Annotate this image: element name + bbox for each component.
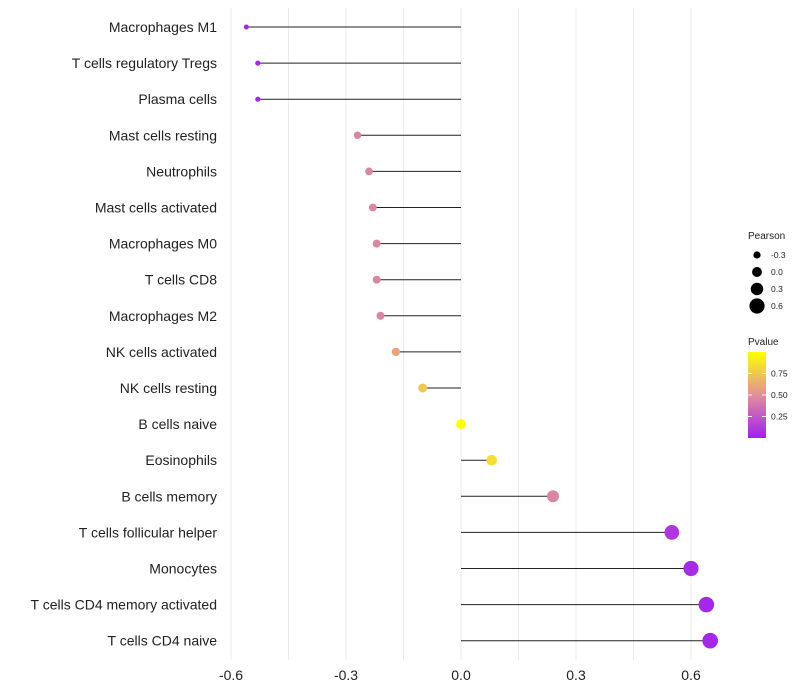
category-label: Plasma cells bbox=[138, 91, 217, 107]
size-legend-key bbox=[749, 298, 765, 314]
category-label: Neutrophils bbox=[146, 163, 217, 179]
x-tick-label: -0.3 bbox=[334, 667, 358, 683]
data-point bbox=[664, 525, 680, 540]
data-point bbox=[486, 454, 497, 466]
category-label: NK cells resting bbox=[120, 380, 217, 396]
pearson-size-legend: Pearson -0.3 0.0 0.3 0.6 bbox=[748, 231, 786, 314]
data-point bbox=[365, 167, 373, 176]
category-label: Eosinophils bbox=[145, 452, 217, 468]
category-label: Macrophages M1 bbox=[109, 19, 217, 35]
color-legend-title: Pvalue bbox=[748, 337, 779, 348]
data-point bbox=[547, 490, 559, 503]
data-point bbox=[702, 632, 718, 649]
colorbar-tick-label: 0.75 bbox=[771, 369, 788, 379]
stems bbox=[246, 26, 711, 642]
category-label: T cells CD4 naive bbox=[108, 633, 218, 649]
x-tick-label: 0.3 bbox=[566, 667, 586, 683]
category-label: T cells regulatory Tregs bbox=[72, 55, 217, 71]
category-label: T cells CD4 memory activated bbox=[31, 597, 217, 613]
data-point bbox=[698, 596, 715, 613]
data-point bbox=[391, 347, 401, 357]
x-axis-ticks: -0.6 -0.3 0.0 0.3 0.6 bbox=[219, 667, 701, 683]
grid-lines bbox=[230, 8, 692, 660]
data-point bbox=[418, 383, 428, 393]
size-legend-label: -0.3 bbox=[771, 250, 786, 260]
pvalue-colorbar bbox=[748, 352, 766, 438]
category-label: Macrophages M2 bbox=[109, 308, 217, 324]
pvalue-color-legend: Pvalue 0.25 0.50 0.75 bbox=[748, 337, 788, 438]
data-point bbox=[255, 60, 261, 66]
colorbar-tick-label: 0.50 bbox=[771, 390, 788, 400]
size-legend-label: 0.0 bbox=[771, 267, 783, 277]
x-tick-label: -0.6 bbox=[219, 667, 243, 683]
category-label: NK cells activated bbox=[106, 344, 217, 360]
category-label: B cells memory bbox=[121, 488, 217, 504]
category-label: T cells CD8 bbox=[145, 272, 217, 288]
data-points bbox=[243, 24, 718, 649]
category-label: B cells naive bbox=[138, 416, 217, 432]
size-legend-title: Pearson bbox=[748, 231, 785, 242]
data-point bbox=[372, 275, 381, 284]
data-point bbox=[376, 311, 385, 320]
data-point bbox=[683, 560, 699, 577]
data-point bbox=[255, 96, 261, 102]
size-legend-label: 0.6 bbox=[771, 301, 783, 311]
size-legend-key bbox=[752, 267, 762, 277]
data-point bbox=[353, 131, 362, 140]
category-label: Mast cells activated bbox=[95, 200, 217, 216]
size-legend-key bbox=[750, 282, 764, 296]
category-label: Monocytes bbox=[149, 561, 217, 577]
category-label: T cells follicular helper bbox=[79, 524, 218, 540]
x-tick-label: 0.0 bbox=[451, 667, 471, 683]
colorbar-tick-label: 0.25 bbox=[771, 412, 788, 422]
size-legend-label: 0.3 bbox=[771, 284, 783, 294]
size-legend-key bbox=[753, 251, 761, 259]
x-tick-label: 0.6 bbox=[681, 667, 701, 683]
data-point bbox=[372, 239, 381, 248]
category-label: Mast cells resting bbox=[109, 127, 217, 143]
data-point bbox=[368, 203, 377, 212]
data-point bbox=[243, 24, 249, 30]
category-label: Macrophages M0 bbox=[109, 236, 217, 252]
data-point bbox=[456, 419, 466, 430]
y-axis-labels: Macrophages M1 T cells regulatory Tregs Pl… bbox=[31, 19, 218, 649]
